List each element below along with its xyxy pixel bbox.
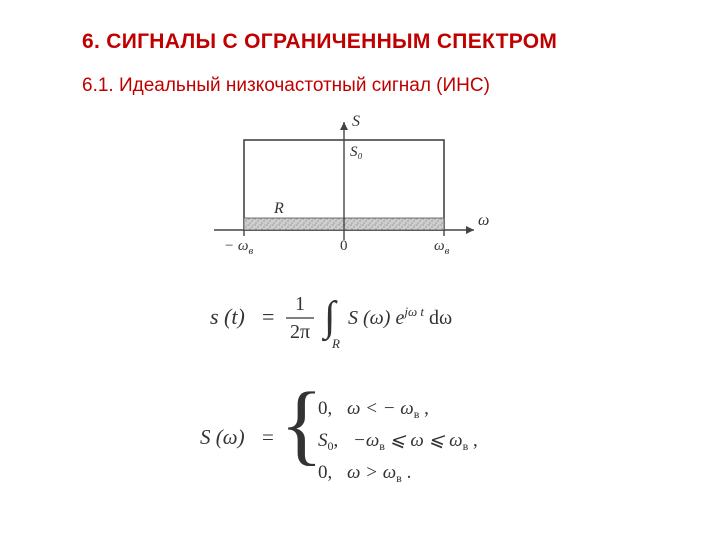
svg-text:0, ω > ωв .: 0, ω > ωв . — [318, 462, 411, 485]
svg-text:s (t): s (t) — [210, 304, 245, 329]
tick-neg-omega: − ωв — [224, 238, 253, 257]
svg-text:S (ω): S (ω) — [200, 425, 245, 449]
section-title: 6. СИГНАЛЫ С ОГРАНИЧЕННЫМ СПЕКТРОМ — [82, 30, 557, 54]
subsection-title: 6.1. Идеальный низкочастотный сигнал (ИН… — [82, 75, 490, 97]
spectrum-diagram: S S₀ R ω − ωв 0 ωв — [194, 110, 494, 260]
svg-text:{: { — [280, 380, 323, 474]
axis-label-s: S — [352, 113, 360, 130]
svg-text:=: = — [262, 425, 274, 449]
svg-text:0, ω < − ωв ,: 0, ω < − ωв , — [318, 398, 429, 421]
svg-text:=: = — [262, 304, 274, 329]
tick-zero: 0 — [340, 238, 348, 254]
svg-text:2π: 2π — [290, 321, 310, 343]
svg-text:S (ω) ejω t dω: S (ω) ejω t dω — [348, 304, 452, 329]
svg-text:1: 1 — [295, 293, 305, 315]
svg-text:S0, −ωв ⩽ ω ⩽ ωв ,: S0, −ωв ⩽ ω ⩽ ωв , — [318, 430, 478, 453]
equation-inverse-ft: s (t) = 1 2π ∫ R S (ω) ejω t dω — [200, 280, 500, 359]
axis-label-s0: S₀ — [350, 144, 363, 160]
region-label-r: R — [273, 200, 284, 217]
svg-text:R: R — [331, 336, 340, 351]
equation-piecewise-s: S (ω) = { 0, ω < − ωв , S0, −ωв ⩽ ω ⩽ ωв… — [180, 380, 540, 505]
svg-text:∫: ∫ — [321, 294, 338, 342]
tick-pos-omega: ωв — [434, 238, 450, 257]
axis-label-omega: ω — [478, 212, 489, 229]
